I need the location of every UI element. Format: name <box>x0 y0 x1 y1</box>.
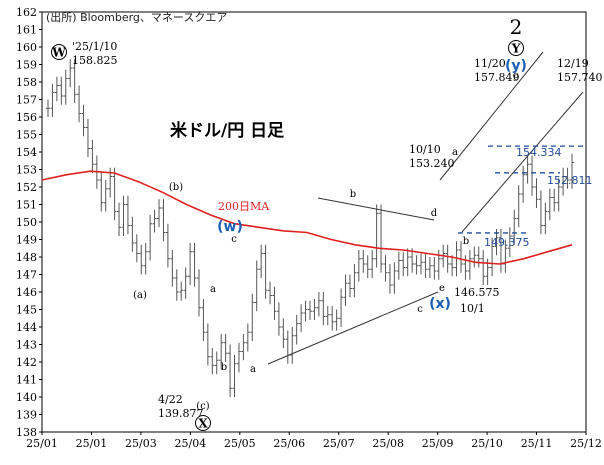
source-note: (出所) Bloomberg、マネースクエア <box>46 10 227 24</box>
y-tick-label: 142 <box>16 356 37 369</box>
wave-letter: b <box>350 189 356 200</box>
ma200-label: 200日MA <box>218 200 270 213</box>
price-note-date: 10/10 <box>409 143 441 156</box>
wave-letter: b <box>463 236 469 247</box>
price-note-value: 139.877 <box>158 407 204 420</box>
y-tick-label: 150 <box>16 216 37 229</box>
y-tick-label: 160 <box>16 41 37 54</box>
price-note-value: 157.849 <box>474 71 520 84</box>
wave-circle-label: W <box>51 46 66 60</box>
wave-letter: c <box>513 72 519 83</box>
blue-wave-label: (w) <box>217 219 243 235</box>
wave-letter: (a) <box>133 290 147 301</box>
y-tick-label: 139 <box>16 409 37 422</box>
triangle-lower-line <box>267 291 439 365</box>
support-level-label: 152.811 <box>547 174 593 187</box>
y-tick-label: 152 <box>16 181 37 194</box>
support-level-label: 154.334 <box>516 146 562 159</box>
y-tick-label: 146 <box>16 286 37 299</box>
x-tick-label: 25/12 <box>570 437 602 450</box>
price-note-date: 10/1 <box>460 302 485 315</box>
x-tick-label: 25/01 <box>76 437 108 450</box>
wave-letter: (b) <box>169 182 183 193</box>
x-tick-label: 25/04 <box>175 437 207 450</box>
x-tick-label: 25/07 <box>323 437 355 450</box>
wave-letter: (c) <box>196 401 210 412</box>
y-tick-label: 156 <box>16 111 37 124</box>
chart-title: 米ドル/円 日足 <box>170 120 284 141</box>
y-tick-label: 155 <box>16 129 37 142</box>
y-tick-label: 140 <box>16 391 37 404</box>
x-tick-label: 25/01 <box>26 437 58 450</box>
y-tick-label: 144 <box>16 321 37 334</box>
wave-circle <box>51 44 67 60</box>
y-tick-label: 145 <box>16 304 37 317</box>
price-note-date: '25/1/10 <box>72 40 117 53</box>
wave-letter: a <box>452 147 458 158</box>
y-tick-label: 147 <box>16 269 37 282</box>
x-tick-label: 25/06 <box>273 437 305 450</box>
wave-circle-label: Y <box>511 42 521 56</box>
wave-letter: c <box>417 304 423 315</box>
x-tick-label: 25/10 <box>471 437 503 450</box>
y-tick-label: 141 <box>16 374 37 387</box>
wave-count-label: 2 <box>510 15 523 39</box>
wave-circle-label: X <box>198 417 208 431</box>
y-tick-label: 154 <box>16 146 37 159</box>
wave-letter: d <box>431 208 438 219</box>
y-tick-label: 149 <box>16 234 37 247</box>
price-note-value: 153.240 <box>409 157 455 170</box>
wave-circle <box>195 415 211 431</box>
price-note-date: 11/20 <box>474 57 506 70</box>
y-tick-label: 159 <box>16 59 37 72</box>
triangle-upper-line <box>317 197 435 221</box>
blue-wave-label: (x) <box>429 296 451 312</box>
y-tick-label: 161 <box>16 24 37 37</box>
channel-lower-line <box>461 91 584 233</box>
wave-letter: a <box>210 284 216 295</box>
x-tick-label: 25/08 <box>372 437 404 450</box>
wave-circle <box>508 40 524 56</box>
support-level-label: 149.375 <box>484 236 530 249</box>
y-tick-label: 158 <box>16 76 37 89</box>
x-tick-label: 25/11 <box>521 437 553 450</box>
ma200-line <box>41 170 573 265</box>
channel-upper-line <box>439 51 544 181</box>
y-tick-label: 157 <box>16 94 37 107</box>
x-tick-label: 25/05 <box>224 437 256 450</box>
price-note-value: 158.825 <box>72 54 118 67</box>
y-tick-label: 138 <box>16 426 37 439</box>
wave-letter: c <box>231 234 237 245</box>
x-tick-label: 25/09 <box>422 437 454 450</box>
y-tick-label: 153 <box>16 164 37 177</box>
x-tick-label: 25/03 <box>125 437 157 450</box>
y-tick-label: 151 <box>16 199 37 212</box>
blue-wave-label: (y) <box>505 58 527 74</box>
wave-letter: b <box>221 362 227 373</box>
y-tick-label: 143 <box>16 339 37 352</box>
wave-letter: a <box>250 364 256 375</box>
price-note-value: 146.575 <box>454 286 500 299</box>
price-note-value: 157.740 <box>557 71 603 84</box>
y-tick-label: 148 <box>16 251 37 264</box>
wave-letter: e <box>439 283 445 294</box>
price-note-date: 4/22 <box>158 393 183 406</box>
y-tick-label: 162 <box>16 6 37 19</box>
price-note-date: 12/19 <box>557 57 589 70</box>
